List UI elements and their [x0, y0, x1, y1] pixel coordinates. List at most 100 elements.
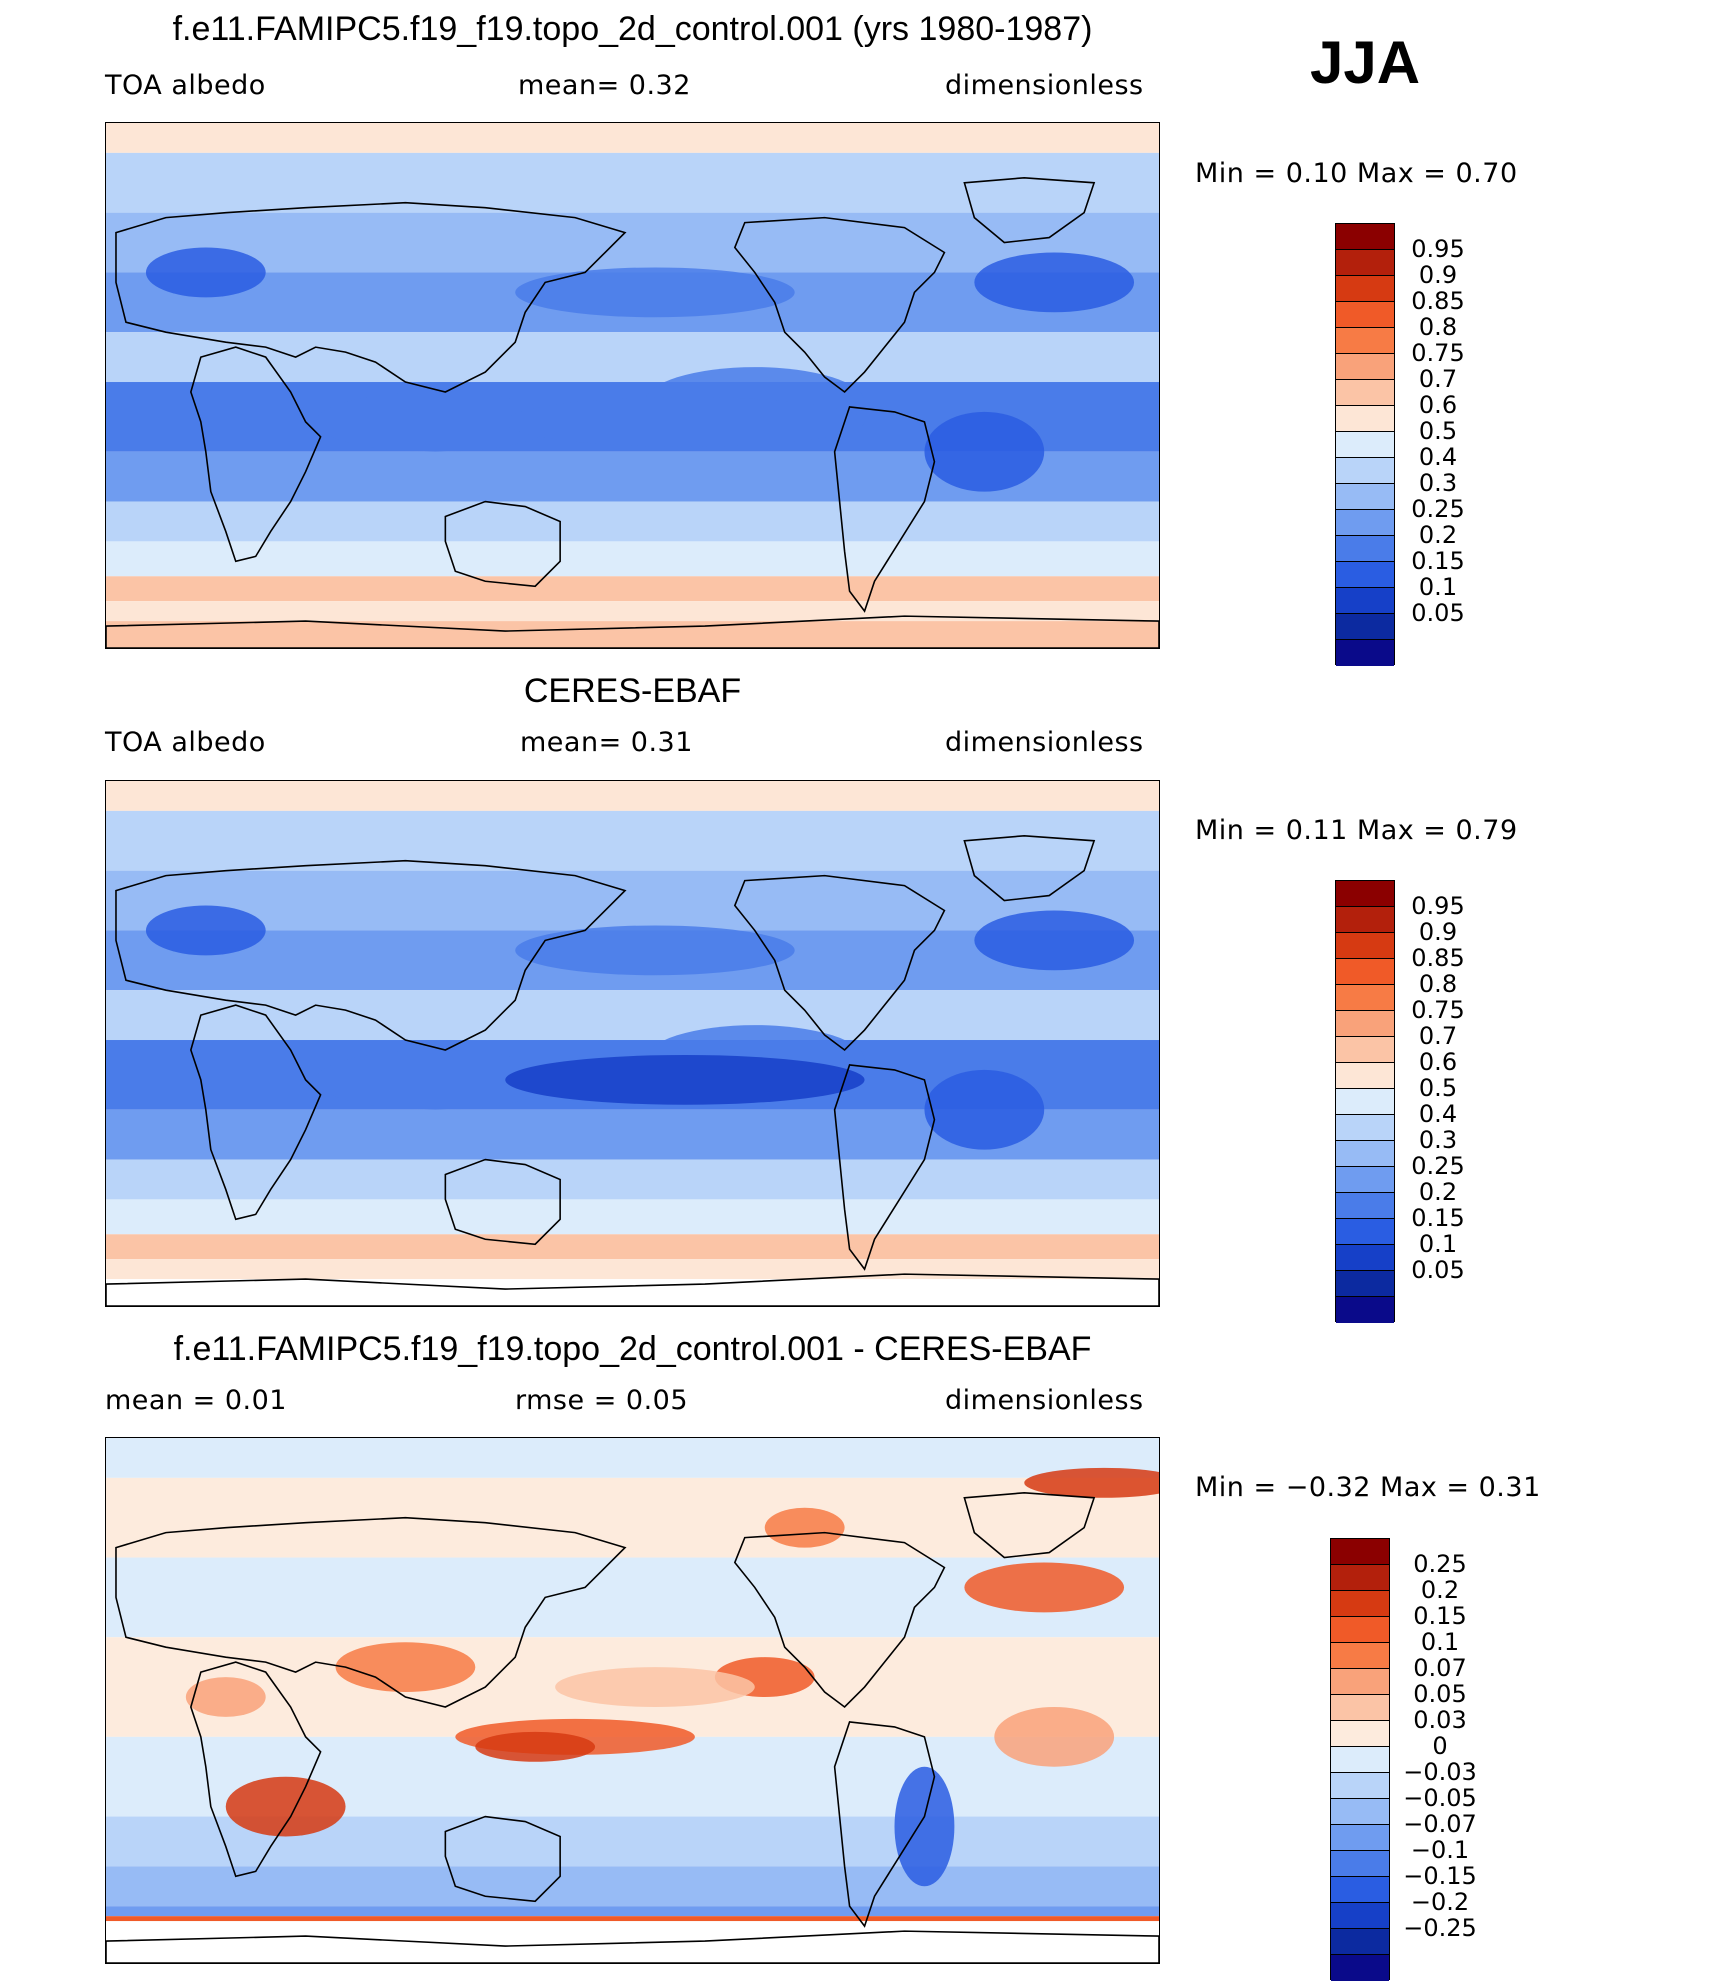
colorbar-swatch [1331, 1799, 1389, 1825]
colorbar-label: 0.15 [1413, 1602, 1467, 1630]
panel-2-mean-label: mean= 0.31 [520, 727, 693, 758]
colorbar-swatch [1336, 432, 1394, 458]
colorbar-label: 0 [1432, 1732, 1448, 1760]
colorbar-label: 0.15 [1411, 547, 1465, 575]
colorbar-swatch [1336, 458, 1394, 484]
season-label: JJA [1310, 29, 1421, 96]
colorbar-label: 0.25 [1413, 1550, 1467, 1578]
colorbar-swatch [1331, 1825, 1389, 1851]
colorbar-swatch [1336, 484, 1394, 510]
colorbar-swatch [1336, 406, 1394, 432]
colorbar-swatch [1336, 1141, 1394, 1167]
colorbar-swatch [1336, 881, 1394, 907]
colorbar-label: −0.2 [1410, 1888, 1470, 1916]
colorbar-swatch [1331, 1929, 1389, 1955]
colorbar-swatch [1336, 1297, 1394, 1323]
colorbar-swatch [1336, 328, 1394, 354]
colorbar-label: 0.5 [1418, 417, 1458, 445]
panel-2-map [105, 780, 1160, 1307]
colorbar-label: 0.3 [1418, 469, 1458, 497]
colorbar-label: 0.95 [1411, 235, 1465, 263]
panel-2-min-max: Min = 0.11 Max = 0.79 [1195, 815, 1518, 846]
colorbar-swatch [1331, 1669, 1389, 1695]
colorbar-label: 0.05 [1411, 1256, 1465, 1284]
colorbar-swatch [1331, 1955, 1389, 1981]
colorbar-swatch [1336, 614, 1394, 640]
colorbar-label: 0.15 [1411, 1204, 1465, 1232]
colorbar-swatch [1336, 1271, 1394, 1297]
colorbar-swatch [1336, 1089, 1394, 1115]
panel-3-title: f.e11.FAMIPC5.f19_f19.topo_2d_control.00… [173, 1330, 1092, 1368]
colorbar-swatch [1336, 354, 1394, 380]
colorbar-label: 0.6 [1418, 1048, 1458, 1076]
panel-1-variable-label: TOA albedo [105, 70, 266, 101]
colorbar-swatch [1336, 1011, 1394, 1037]
colorbar-label: 0.75 [1411, 996, 1465, 1024]
colorbar-swatch [1336, 1063, 1394, 1089]
colorbar-label: 0.25 [1411, 495, 1465, 523]
colorbar-label: −0.1 [1410, 1836, 1470, 1864]
colorbar-swatch [1336, 224, 1394, 250]
colorbar-label: 0.05 [1411, 599, 1465, 627]
colorbar-label: 0.05 [1413, 1680, 1467, 1708]
colorbar-label: 0.4 [1418, 1100, 1458, 1128]
panel-2-title: CERES-EBAF [523, 672, 742, 710]
colorbar-label: 0.03 [1413, 1706, 1467, 1734]
colorbar-swatch [1336, 1219, 1394, 1245]
colorbar-swatch [1336, 1245, 1394, 1271]
colorbar-label: 0.95 [1411, 892, 1465, 920]
colorbar-label: −0.07 [1403, 1810, 1477, 1838]
colorbar-swatch [1336, 1037, 1394, 1063]
colorbar-swatch [1331, 1851, 1389, 1877]
colorbar-swatch [1336, 640, 1394, 666]
colorbar-label: 0.9 [1418, 918, 1458, 946]
panel-1-min-max: Min = 0.10 Max = 0.70 [1195, 158, 1518, 189]
colorbar-label: 0.7 [1418, 365, 1458, 393]
colorbar-swatch [1336, 1193, 1394, 1219]
colorbar-label: 0.1 [1420, 1628, 1460, 1656]
colorbar-label: 0.75 [1411, 339, 1465, 367]
colorbar-swatch [1331, 1903, 1389, 1929]
colorbar-label: 0.2 [1420, 1576, 1460, 1604]
colorbar-label: 0.4 [1418, 443, 1458, 471]
colorbar-swatch [1336, 380, 1394, 406]
colorbar-label: 0.85 [1411, 944, 1465, 972]
colorbar-label: 0.6 [1418, 391, 1458, 419]
panel-1-map [105, 122, 1160, 649]
colorbar-label: −0.03 [1403, 1758, 1477, 1786]
colorbar-swatch [1331, 1643, 1389, 1669]
colorbar-swatch [1336, 959, 1394, 985]
colorbar-label: −0.25 [1403, 1914, 1477, 1942]
colorbar-swatch [1336, 250, 1394, 276]
colorbar-swatch [1331, 1747, 1389, 1773]
colorbar-swatch [1336, 588, 1394, 614]
colorbar-swatch [1336, 302, 1394, 328]
colorbar-swatch [1331, 1591, 1389, 1617]
colorbar-swatch [1336, 1167, 1394, 1193]
colorbar-label: 0.5 [1418, 1074, 1458, 1102]
panel-1-units-label: dimensionless [945, 70, 1144, 101]
panel-3-colorbar [1330, 1538, 1390, 1981]
colorbar-swatch [1331, 1617, 1389, 1643]
colorbar-swatch [1331, 1877, 1389, 1903]
colorbar-label: 0.07 [1413, 1654, 1467, 1682]
colorbar-label: 0.25 [1411, 1152, 1465, 1180]
colorbar-label: 0.8 [1418, 313, 1458, 341]
colorbar-label: 0.2 [1418, 521, 1458, 549]
colorbar-swatch [1331, 1565, 1389, 1591]
colorbar-label: 0.9 [1418, 261, 1458, 289]
colorbar-swatch [1336, 276, 1394, 302]
colorbar-swatch [1331, 1695, 1389, 1721]
panel-3-rmse-label: rmse = 0.05 [515, 1385, 689, 1416]
colorbar-swatch [1331, 1539, 1389, 1565]
colorbar-label: 0.3 [1418, 1126, 1458, 1154]
colorbar-label: −0.15 [1403, 1862, 1477, 1890]
colorbar-label: 0.8 [1418, 970, 1458, 998]
panel-1-mean-label: mean= 0.32 [518, 70, 691, 101]
colorbar-label: 0.7 [1418, 1022, 1458, 1050]
colorbar-swatch [1336, 933, 1394, 959]
colorbar-label: 0.1 [1418, 1230, 1458, 1258]
colorbar-swatch [1336, 562, 1394, 588]
colorbar-label: −0.05 [1403, 1784, 1477, 1812]
panel-3-min-max: Min = −0.32 Max = 0.31 [1195, 1472, 1541, 1503]
